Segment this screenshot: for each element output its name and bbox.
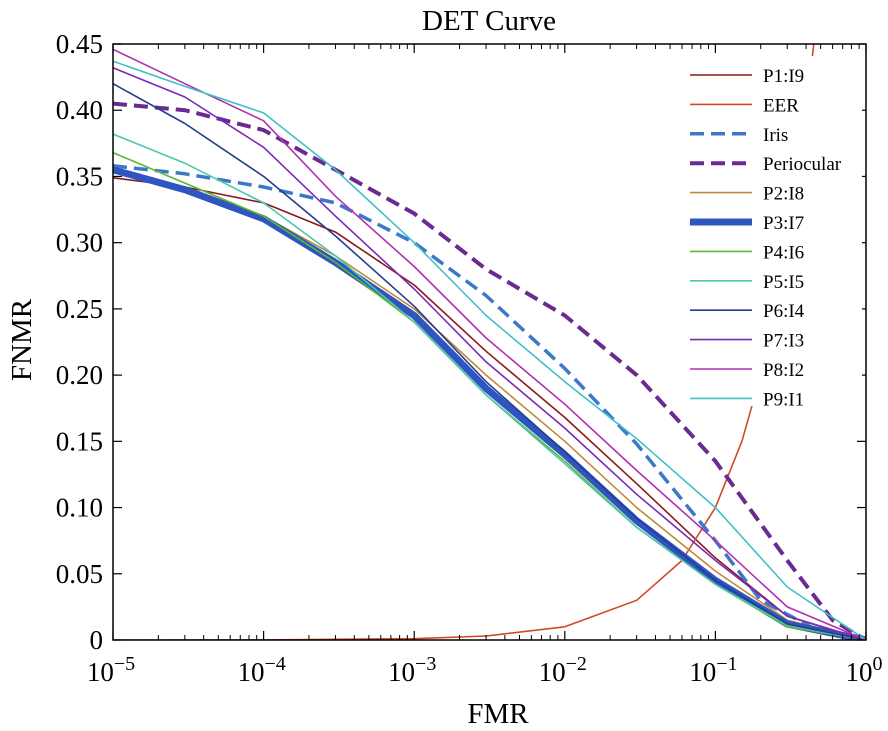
y-tick-label: 0 [90, 625, 104, 655]
x-tick-label: 10−2 [539, 653, 587, 687]
y-tick-label: 0.45 [56, 29, 103, 59]
series-line-periocular [113, 101, 866, 640]
legend-label: P2:I8 [763, 184, 804, 205]
series-line-p5-i5 [113, 133, 866, 640]
legend-label: P8:I2 [763, 360, 804, 381]
legend: P1:I9 EER Iris Periocular P2:I8 P3:I7 P4:I6 P5:… [680, 56, 862, 410]
series-line-p6-i4 [113, 83, 866, 640]
x-tick-label: 100 [846, 653, 883, 687]
legend-label: Iris [763, 125, 788, 146]
legend-label: P1:I9 [763, 66, 804, 87]
series-line-p8-i2 [113, 48, 866, 640]
y-tick-label: 0.15 [56, 426, 103, 456]
y-tick-label: 0.30 [56, 228, 103, 258]
y-tick-label: 0.40 [56, 95, 103, 125]
legend-label: P3:I7 [763, 213, 804, 234]
series-line-p1-i9 [113, 177, 866, 640]
chart-title: DET Curve [422, 5, 556, 37]
legend-label: EER [763, 95, 799, 116]
plot-frame [112, 43, 867, 641]
axis-ticks: 10−5 10−4 10−3 10−2 10−1 100 0 0.05 0.10 0.15 0.20… [56, 29, 883, 687]
legend-label: P7:I3 [763, 331, 804, 352]
y-tick-label: 0.25 [56, 294, 103, 324]
legend-label: P5:I5 [763, 272, 804, 293]
legend-box [680, 56, 862, 406]
series-line-iris [113, 164, 866, 640]
y-tick-label: 0.10 [56, 493, 103, 523]
series-line-p7-i3 [113, 67, 866, 640]
x-tick-label: 10−1 [689, 653, 737, 687]
legend-label: P4:I6 [763, 242, 804, 263]
legend-label: P9:I1 [763, 389, 804, 410]
legend-label: P6:I4 [763, 301, 805, 322]
y-tick-label: 0.05 [56, 559, 103, 589]
y-axis-title: FNMR [6, 298, 38, 381]
y-tick-label: 0.35 [56, 161, 103, 191]
plot-area [113, 44, 866, 640]
series-line-p9-i1 [113, 60, 866, 640]
x-tick-label: 10−3 [388, 653, 436, 687]
x-tick-label: 10−4 [237, 653, 285, 687]
x-tick-label: 10−5 [87, 653, 135, 687]
legend-label: Periocular [763, 154, 842, 175]
y-tick-label: 0.20 [56, 360, 103, 390]
x-axis-title: FMR [467, 698, 529, 730]
